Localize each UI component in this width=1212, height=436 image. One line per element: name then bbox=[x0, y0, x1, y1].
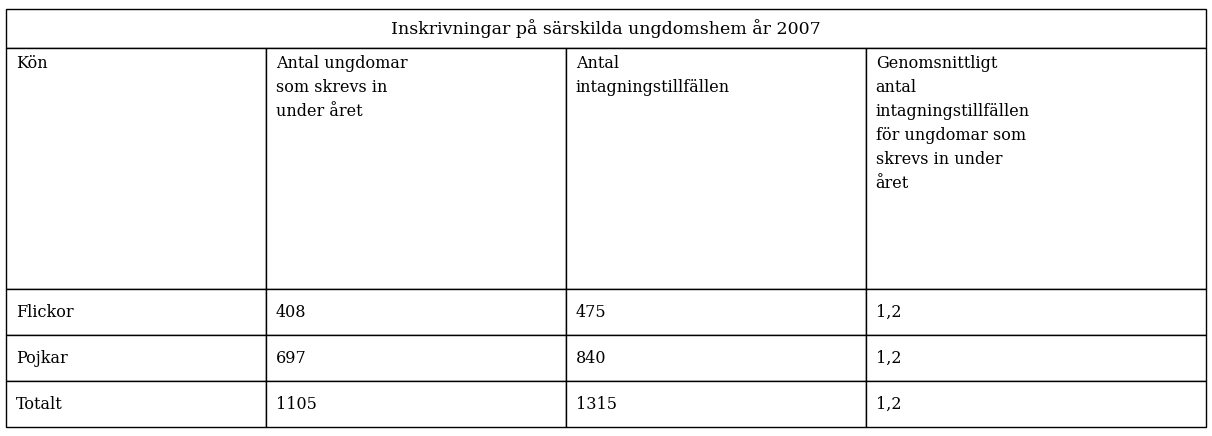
Text: Antal ungdomar
som skrevs in
under året: Antal ungdomar som skrevs in under året bbox=[276, 54, 407, 120]
Text: Inskrivningar på särskilda ungdomshem år 2007: Inskrivningar på särskilda ungdomshem år… bbox=[391, 19, 821, 38]
Bar bbox=[267, 48, 566, 289]
Bar bbox=[865, 335, 1206, 381]
Text: 1,2: 1,2 bbox=[875, 350, 902, 367]
Text: Kön: Kön bbox=[16, 54, 47, 72]
Bar bbox=[865, 289, 1206, 335]
Bar bbox=[267, 289, 566, 335]
Bar bbox=[6, 9, 1206, 48]
Bar bbox=[566, 48, 865, 289]
Text: 697: 697 bbox=[276, 350, 307, 367]
Text: 408: 408 bbox=[276, 304, 307, 320]
Bar bbox=[865, 381, 1206, 427]
Bar bbox=[566, 289, 865, 335]
Bar bbox=[865, 48, 1206, 289]
Bar bbox=[566, 381, 865, 427]
Bar bbox=[267, 381, 566, 427]
Text: 1,2: 1,2 bbox=[875, 304, 902, 320]
Text: 840: 840 bbox=[576, 350, 606, 367]
Text: 1105: 1105 bbox=[276, 396, 316, 413]
Text: Genomsnittligt
antal
intagningstillfällen
för ungdomar som
skrevs in under
året: Genomsnittligt antal intagningstillfälle… bbox=[875, 54, 1030, 192]
Bar bbox=[6, 381, 267, 427]
Bar bbox=[6, 335, 267, 381]
Bar bbox=[6, 289, 267, 335]
Bar bbox=[267, 335, 566, 381]
Text: 1315: 1315 bbox=[576, 396, 617, 413]
Bar bbox=[566, 335, 865, 381]
Bar bbox=[6, 48, 267, 289]
Text: Flickor: Flickor bbox=[16, 304, 74, 320]
Text: 1,2: 1,2 bbox=[875, 396, 902, 413]
Text: Pojkar: Pojkar bbox=[16, 350, 68, 367]
Text: Totalt: Totalt bbox=[16, 396, 63, 413]
Text: Antal
intagningstillfällen: Antal intagningstillfällen bbox=[576, 54, 730, 96]
Text: 475: 475 bbox=[576, 304, 606, 320]
